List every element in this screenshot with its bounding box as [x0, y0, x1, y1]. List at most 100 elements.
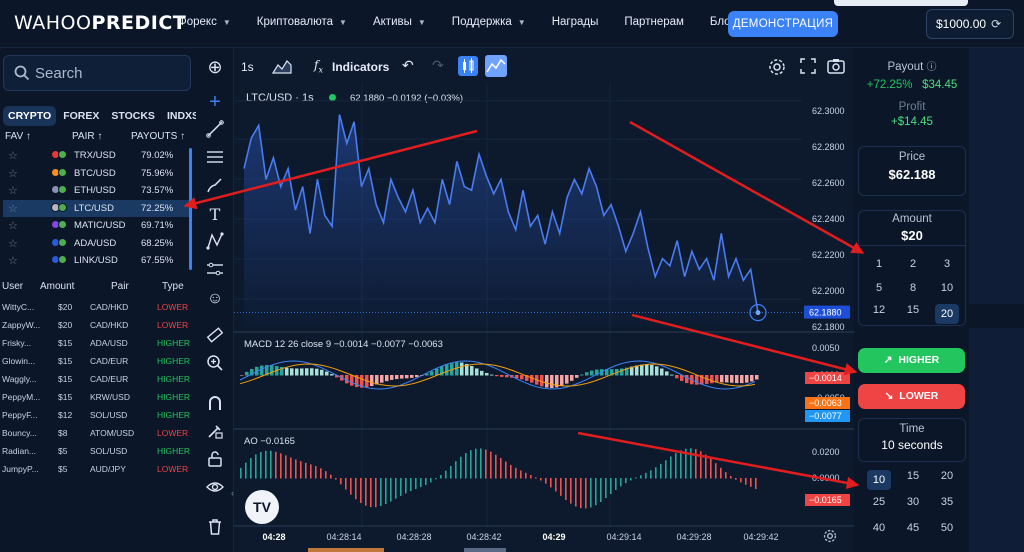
trade-amount: $5 [58, 464, 68, 474]
time-option-30[interactable]: 30 [906, 496, 920, 508]
amount-option-12[interactable]: 12 [872, 304, 886, 316]
info-icon[interactable]: ⓘ [926, 62, 937, 73]
fib-lines-icon[interactable] [204, 148, 226, 170]
pair-row[interactable]: ☆ BTC/USD 75.96% [3, 165, 189, 183]
pair-row[interactable]: ☆ LINK/USD 67.55% [3, 252, 189, 270]
nav-item-1[interactable]: Криптовалюта ▼ [257, 16, 347, 28]
pair-row[interactable]: ☆ LTC/USD 72.25% [3, 199, 189, 217]
undo-icon[interactable]: ↶ [402, 57, 414, 73]
search-input[interactable]: Search [3, 55, 191, 91]
chevron-down-icon: ▼ [517, 18, 526, 27]
price-axis-label: 62.2200 [812, 250, 845, 260]
amount-option-1[interactable]: 1 [875, 258, 883, 270]
logo[interactable]: WAHOOPREDICT [14, 12, 186, 34]
indicators-icon[interactable]: fx [314, 58, 323, 75]
refresh-icon[interactable]: ⟳ [991, 17, 1002, 31]
star-icon[interactable]: ☆ [8, 255, 18, 267]
chart-area[interactable]: 1s fx Indicators ↶ ↷ LTC/USD · 1s 62.188… [231, 48, 854, 552]
lock-drawing-icon[interactable] [204, 422, 226, 444]
nav-item-4[interactable]: Награды [552, 16, 599, 28]
amount-option-20[interactable]: 20 [935, 304, 959, 324]
star-icon[interactable]: ☆ [8, 150, 18, 162]
bottom-scroll-indicator-2[interactable] [464, 548, 506, 552]
axis-settings-icon[interactable] [823, 529, 837, 543]
tradingview-logo[interactable]: TV [245, 490, 279, 524]
star-icon[interactable]: ☆ [8, 220, 18, 232]
pair-list-scrollbar[interactable] [189, 148, 192, 270]
amount-option-10[interactable]: 10 [940, 282, 954, 294]
nav-item-3[interactable]: Поддержка ▼ [452, 16, 526, 28]
chart-type-icon[interactable] [272, 56, 292, 76]
measure-lines-icon[interactable] [204, 260, 226, 282]
price-quote: 62.1880 −0.0192 (−0.03%) [350, 93, 464, 104]
ruler-icon[interactable] [204, 326, 226, 348]
demo-button[interactable]: ДЕМОНСТРАЦИЯ [728, 11, 838, 37]
crosshair-icon[interactable]: + [209, 91, 221, 113]
time-option-10[interactable]: 10 [867, 470, 891, 490]
pair-row[interactable]: ☆ ETH/USD 73.57% [3, 182, 189, 200]
trade-user: WittyC... [2, 302, 35, 312]
amount-value[interactable]: $20 [901, 228, 923, 243]
unlock-icon[interactable] [204, 450, 226, 472]
bottom-scroll-indicator[interactable] [308, 548, 384, 552]
collapse-chevron-icon[interactable]: ‹ [231, 488, 234, 498]
tab-indxs[interactable]: INDXS [166, 110, 200, 122]
area-chart-icon[interactable] [485, 55, 507, 77]
pair-payout: 79.02% [141, 150, 174, 161]
balance-button[interactable]: $1000.00 ⟳ [926, 9, 1014, 39]
higher-button[interactable]: ↗ HIGHER [858, 348, 965, 373]
star-icon[interactable]: ☆ [8, 185, 18, 197]
col-payouts[interactable]: PAYOUTS ↑ [131, 131, 186, 142]
time-option-40[interactable]: 40 [872, 522, 886, 534]
star-icon[interactable]: ☆ [8, 237, 18, 250]
text-icon[interactable]: T [209, 205, 221, 224]
redo-icon[interactable]: ↷ [432, 57, 444, 73]
interval-button[interactable]: 1s [241, 60, 254, 74]
time-option-15[interactable]: 15 [906, 470, 920, 482]
brush-icon[interactable] [204, 176, 226, 198]
col-fav[interactable]: FAV ↑ [5, 131, 31, 142]
col-pair[interactable]: PAIR ↑ [72, 131, 103, 142]
amount-option-2[interactable]: 2 [909, 258, 917, 270]
coin-icon [51, 167, 67, 180]
eye-icon[interactable] [204, 478, 226, 500]
zoom-in-icon[interactable] [204, 354, 226, 376]
tab-stocks[interactable]: STOCKS [111, 110, 155, 122]
star-icon[interactable]: ☆ [8, 202, 18, 215]
amount-option-5[interactable]: 5 [875, 282, 883, 294]
magnet-icon[interactable] [204, 394, 226, 416]
trash-icon[interactable] [204, 518, 226, 540]
time-value[interactable]: 10 seconds [881, 438, 943, 452]
trend-line-icon[interactable] [204, 120, 226, 142]
time-option-35[interactable]: 35 [940, 496, 954, 508]
macd-bar [285, 367, 289, 376]
price-chart[interactable]: 62.3000 62.2800 62.2600 62.2400 62.2200 62.20… [234, 48, 854, 552]
candles-icon[interactable] [458, 56, 478, 76]
tab-forex[interactable]: FOREX [63, 110, 100, 122]
tab-crypto[interactable]: CRYPTO [3, 106, 57, 126]
nav-item-2[interactable]: Активы ▼ [373, 16, 426, 28]
pattern-icon[interactable] [204, 232, 226, 254]
coin-icon [51, 220, 67, 232]
nav-item-5[interactable]: Партнерам [624, 16, 684, 28]
smiley-icon[interactable]: ☺ [206, 290, 224, 307]
amount-option-3[interactable]: 3 [943, 258, 951, 270]
camera-icon[interactable] [827, 58, 845, 74]
time-option-45[interactable]: 45 [906, 522, 920, 534]
amount-option-8[interactable]: 8 [909, 282, 917, 294]
time-option-25[interactable]: 25 [872, 496, 886, 508]
pair-row[interactable]: ☆ TRX/USD 79.02% [3, 147, 189, 165]
fullscreen-icon[interactable] [800, 58, 816, 74]
pair-row[interactable]: ☆ MATIC/USD 69.71% [3, 217, 189, 235]
amount-option-15[interactable]: 15 [906, 304, 920, 316]
time-option-20[interactable]: 20 [940, 470, 954, 482]
star-icon[interactable]: ☆ [8, 167, 18, 180]
pair-row[interactable]: ☆ ADA/USD 68.25% [3, 235, 189, 253]
nav-item-0[interactable]: Форекс ▼ [178, 16, 231, 28]
time-option-50[interactable]: 50 [940, 522, 954, 534]
lower-button[interactable]: ↘ LOWER [858, 384, 965, 409]
settings-icon[interactable] [768, 58, 786, 76]
indicators-button[interactable]: Indicators [332, 60, 390, 74]
amount-box: Amount $20 [858, 210, 966, 326]
add-icon[interactable]: ⊕ [207, 57, 223, 77]
